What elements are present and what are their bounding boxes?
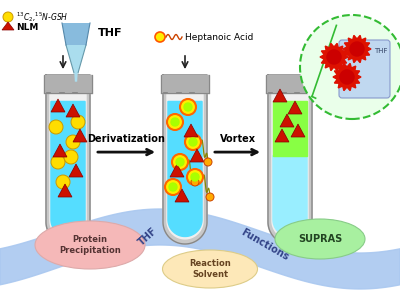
Polygon shape	[273, 89, 287, 102]
Polygon shape	[275, 129, 289, 142]
Polygon shape	[320, 43, 348, 71]
Polygon shape	[51, 102, 85, 236]
Text: THF: THF	[137, 226, 159, 248]
Circle shape	[56, 175, 70, 189]
Text: Derivatization: Derivatization	[88, 134, 166, 144]
Polygon shape	[51, 99, 65, 112]
Text: NLM: NLM	[16, 23, 38, 31]
Polygon shape	[280, 114, 294, 127]
Text: THF: THF	[98, 28, 122, 38]
FancyBboxPatch shape	[339, 40, 390, 98]
Polygon shape	[268, 75, 312, 244]
Circle shape	[169, 183, 177, 191]
Circle shape	[71, 115, 85, 129]
Circle shape	[300, 15, 400, 119]
Polygon shape	[44, 75, 92, 93]
Circle shape	[184, 103, 192, 111]
Circle shape	[176, 158, 184, 166]
Text: Functions: Functions	[239, 227, 291, 263]
Circle shape	[155, 32, 165, 42]
Circle shape	[167, 114, 183, 130]
Circle shape	[327, 50, 341, 64]
Circle shape	[191, 178, 199, 186]
Polygon shape	[184, 124, 198, 137]
Circle shape	[185, 134, 201, 150]
Text: Reaction
Solvent: Reaction Solvent	[189, 259, 231, 279]
Text: Vortex: Vortex	[220, 134, 256, 144]
Polygon shape	[58, 184, 72, 197]
Circle shape	[165, 179, 181, 195]
Polygon shape	[62, 23, 90, 45]
Circle shape	[172, 154, 188, 170]
Polygon shape	[167, 76, 203, 239]
Polygon shape	[175, 189, 189, 202]
Circle shape	[66, 135, 80, 149]
Text: Heptanoic Acid: Heptanoic Acid	[185, 32, 253, 42]
Polygon shape	[272, 76, 308, 239]
Polygon shape	[266, 75, 314, 93]
Circle shape	[180, 99, 196, 115]
Polygon shape	[163, 75, 207, 244]
Text: THF: THF	[374, 48, 388, 54]
Polygon shape	[2, 22, 14, 30]
Circle shape	[340, 70, 354, 84]
Circle shape	[191, 173, 199, 181]
Polygon shape	[291, 124, 305, 137]
Polygon shape	[190, 149, 204, 162]
Circle shape	[171, 118, 179, 126]
Polygon shape	[343, 35, 371, 63]
Circle shape	[187, 169, 203, 185]
Polygon shape	[53, 144, 67, 157]
Polygon shape	[46, 75, 90, 244]
Polygon shape	[170, 164, 184, 177]
Circle shape	[189, 138, 197, 146]
Polygon shape	[66, 45, 86, 73]
Polygon shape	[161, 75, 209, 93]
Polygon shape	[168, 102, 202, 236]
Polygon shape	[50, 76, 86, 239]
Circle shape	[350, 42, 364, 56]
Ellipse shape	[275, 219, 365, 259]
Polygon shape	[73, 129, 87, 142]
Circle shape	[3, 12, 13, 22]
Polygon shape	[333, 63, 361, 91]
Text: Protein
Precipitation: Protein Precipitation	[59, 235, 121, 255]
Circle shape	[64, 150, 78, 164]
Polygon shape	[273, 156, 307, 236]
Polygon shape	[273, 102, 307, 156]
Circle shape	[49, 120, 63, 134]
Circle shape	[51, 155, 65, 169]
Polygon shape	[66, 104, 80, 117]
Ellipse shape	[162, 250, 258, 288]
Circle shape	[204, 158, 212, 166]
Circle shape	[206, 193, 214, 201]
Polygon shape	[69, 164, 83, 177]
Polygon shape	[288, 101, 302, 114]
Text: $^{13}$C$_2$,$^{15}$N-GSH: $^{13}$C$_2$,$^{15}$N-GSH	[16, 10, 68, 24]
Text: SUPRAS: SUPRAS	[298, 234, 342, 244]
Polygon shape	[75, 73, 77, 81]
Ellipse shape	[35, 221, 145, 269]
